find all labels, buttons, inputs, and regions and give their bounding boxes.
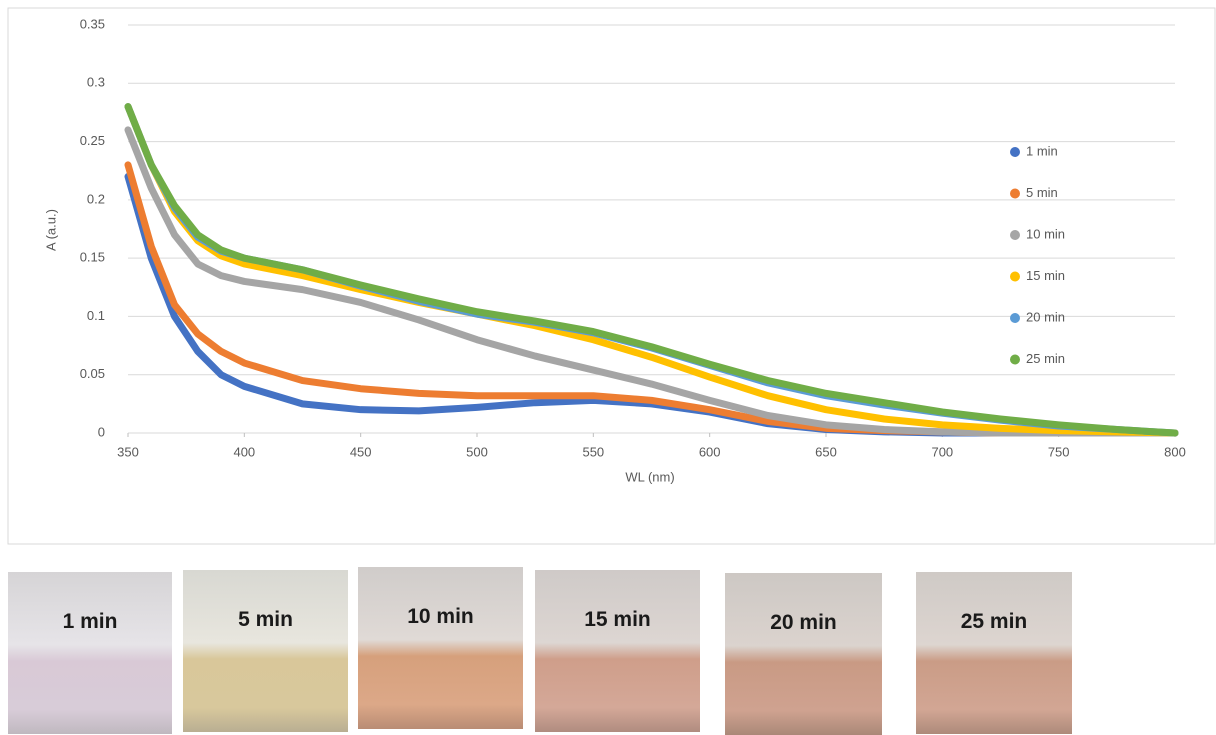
- legend-label: 15 min: [1026, 268, 1065, 283]
- photo-label: 10 min: [407, 605, 474, 628]
- series-line: [124, 103, 1179, 437]
- photo-label: 1 min: [62, 610, 118, 633]
- legend-marker: [1010, 230, 1020, 240]
- legend-marker: [1010, 271, 1020, 282]
- y-tick-label: 0.35: [80, 16, 105, 31]
- x-tick-label: 400: [233, 444, 255, 459]
- x-tick-label: 750: [1048, 444, 1070, 459]
- photo-label: 5 min: [238, 608, 293, 631]
- x-tick-label: 450: [350, 444, 372, 459]
- photo: 25 min: [916, 572, 1072, 734]
- series-line: [124, 126, 1179, 437]
- x-tick-label: 700: [931, 444, 953, 459]
- photo: 10 min: [358, 567, 523, 729]
- photo-label: 25 min: [960, 610, 1028, 633]
- x-tick-label: 800: [1164, 444, 1186, 459]
- y-tick-label: 0.15: [80, 250, 105, 265]
- legend-label: 25 min: [1026, 351, 1065, 366]
- chart: WL (nm) A (a.u.) 0 0.05 0.1 0.15 0.2 0.25 0.3 0…: [7, 7, 1216, 545]
- photo: 15 min: [535, 570, 700, 732]
- y-tick-label: 0.05: [80, 366, 105, 381]
- x-tick-label: 500: [466, 444, 488, 459]
- x-tick-label: 600: [699, 444, 721, 459]
- x-tick-label: 550: [582, 444, 604, 459]
- y-tick-label: 0.1: [87, 308, 105, 323]
- legend-label: 1 min: [1026, 143, 1058, 158]
- legend-marker: [1010, 354, 1020, 365]
- legend-label: 10 min: [1026, 226, 1065, 241]
- x-tick-label: 350: [117, 444, 139, 459]
- photo: 1 min: [8, 572, 172, 734]
- x-tick-label: 650: [815, 444, 837, 459]
- y-tick-label: 0: [98, 424, 105, 439]
- y-tick-label: 0.25: [80, 133, 105, 148]
- x-axis-label: WL (nm): [625, 469, 674, 484]
- legend-marker: [1010, 188, 1020, 199]
- legend-label: 20 min: [1026, 309, 1065, 324]
- y-tick-label: 0.2: [87, 191, 105, 206]
- legend-label: 5 min: [1026, 185, 1058, 200]
- photo-label: 20 min: [770, 611, 837, 634]
- legend-marker: [1010, 147, 1020, 157]
- photo: 5 min: [183, 570, 348, 732]
- photo: 20 min: [725, 573, 882, 735]
- photo-label: 15 min: [584, 608, 651, 631]
- legend-marker: [1010, 313, 1020, 323]
- y-axis-label: A (a.u.): [43, 209, 58, 251]
- y-tick-label: 0.3: [87, 75, 105, 90]
